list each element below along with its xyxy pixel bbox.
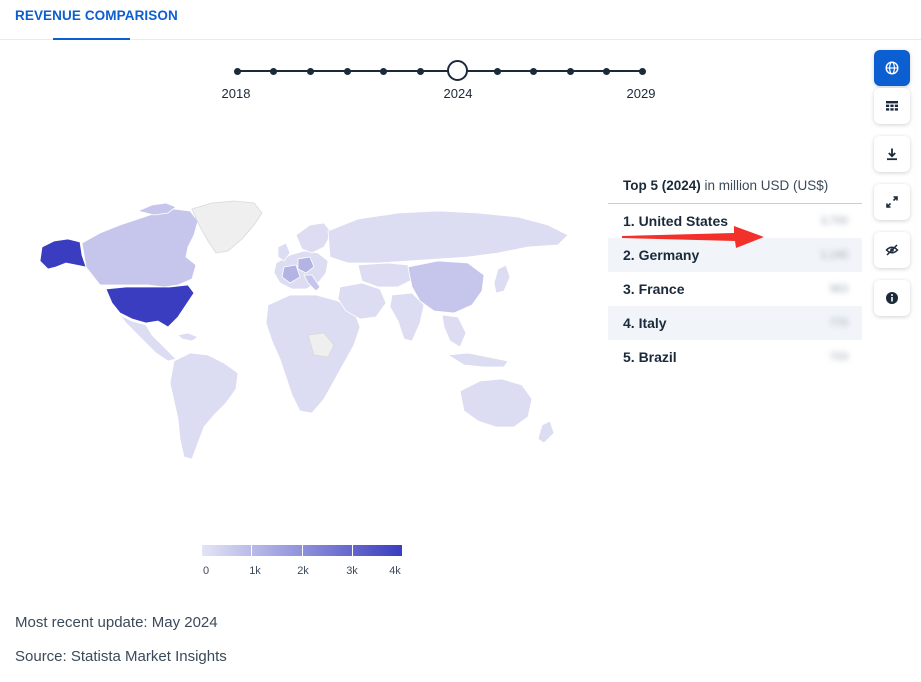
- legend-tick-4k: 4k: [389, 565, 401, 577]
- country-united-kingdom[interactable]: [277, 242, 291, 262]
- top5-table: Top 5 (2024) in million USD (US$) 1. Uni…: [608, 172, 862, 374]
- globe-icon: [885, 61, 899, 75]
- region-africa[interactable]: [265, 294, 361, 414]
- hide-icon: [885, 244, 899, 256]
- world-map-svg: [28, 195, 569, 460]
- top5-title: Top 5 (2024) in million USD (US$): [608, 172, 862, 204]
- info-icon: [886, 292, 898, 304]
- region-scandinavia[interactable]: [295, 222, 333, 254]
- region-central-africa[interactable]: [307, 332, 335, 358]
- legend-ticks: 0 1k 2k 3k 4k: [202, 565, 404, 581]
- top5-row[interactable]: 2. Germany 1,140: [608, 238, 862, 272]
- color-legend: 0 1k 2k 3k 4k: [202, 545, 404, 581]
- top5-row-value: 3,700: [820, 215, 848, 227]
- top5-row-label: 1. United States: [623, 213, 729, 229]
- country-alaska[interactable]: [39, 238, 87, 270]
- timeline-dot-2029[interactable]: [639, 67, 646, 75]
- timeline-dot-2024-selected[interactable]: [447, 60, 468, 81]
- annotation-arrow-icon: [622, 226, 764, 248]
- top5-row[interactable]: 1. United States 3,700: [608, 204, 862, 238]
- country-italy[interactable]: [303, 274, 321, 292]
- table-icon: [886, 101, 898, 111]
- tab-bar: REVENUE COMPARISON: [0, 0, 921, 40]
- timeline-dot-2018[interactable]: [234, 67, 241, 75]
- timeline-dot-2021[interactable]: [344, 67, 351, 75]
- country-china[interactable]: [407, 260, 485, 314]
- country-australia[interactable]: [459, 378, 533, 428]
- fullscreen-button[interactable]: [874, 184, 910, 220]
- country-united-states[interactable]: [105, 284, 195, 328]
- timeline-dot-2028[interactable]: [603, 67, 610, 75]
- legend-tick-2k: 2k: [297, 565, 309, 577]
- legend-gradient: [202, 545, 402, 556]
- top5-row[interactable]: 4. Italy 770: [608, 306, 862, 340]
- top5-row-value: 963: [829, 283, 848, 295]
- top5-row-label: 4. Italy: [623, 315, 667, 331]
- table-view-button[interactable]: [874, 88, 910, 124]
- timeline-dot-2020[interactable]: [307, 67, 314, 75]
- country-caribbean[interactable]: [177, 332, 199, 342]
- top5-row-value: 1,140: [820, 249, 848, 261]
- tab-underline: [53, 38, 130, 40]
- legend-tick-1k: 1k: [249, 565, 261, 577]
- timeline-dot-2027[interactable]: [567, 67, 574, 75]
- timeline-track: [237, 70, 644, 72]
- region-southeast-asia[interactable]: [441, 314, 467, 348]
- expand-icon: [886, 196, 898, 208]
- timeline-dot-2022[interactable]: [380, 67, 387, 75]
- country-new-zealand[interactable]: [537, 420, 555, 444]
- top5-row[interactable]: 3. France 963: [608, 272, 862, 306]
- timeline-label-start: 2018: [221, 86, 251, 101]
- country-south-america[interactable]: [169, 352, 239, 460]
- last-update-text: Most recent update: May 2024: [15, 614, 218, 631]
- top5-row-label: 3. France: [623, 281, 685, 297]
- year-timeline[interactable]: 2018 2024 2029: [220, 55, 660, 105]
- country-japan[interactable]: [493, 264, 511, 294]
- world-map[interactable]: [28, 195, 588, 470]
- download-button[interactable]: [874, 136, 910, 172]
- download-icon: [887, 148, 897, 161]
- top5-row-label: 5. Brazil: [623, 349, 677, 365]
- country-russia[interactable]: [327, 210, 569, 264]
- timeline-dot-2026[interactable]: [530, 67, 537, 75]
- region-middle-east[interactable]: [337, 282, 387, 320]
- top5-row-value: 703: [829, 351, 848, 363]
- country-indonesia[interactable]: [446, 352, 509, 368]
- timeline-label-selected: 2024: [443, 86, 473, 101]
- country-canada-islands[interactable]: [136, 202, 177, 216]
- tab-revenue-comparison[interactable]: REVENUE COMPARISON: [15, 8, 178, 23]
- map-view-button[interactable]: [874, 50, 910, 86]
- country-mexico[interactable]: [119, 314, 177, 362]
- country-germany[interactable]: [297, 256, 315, 274]
- country-canada[interactable]: [81, 208, 199, 288]
- country-india[interactable]: [389, 292, 425, 342]
- legend-tick-0: 0: [202, 565, 210, 577]
- timeline-dot-2025[interactable]: [494, 67, 501, 75]
- country-greenland[interactable]: [191, 200, 263, 254]
- top5-title-bold: Top 5 (2024): [623, 178, 701, 193]
- top5-title-unit: in million USD (US$): [700, 178, 829, 193]
- timeline-dot-2023[interactable]: [417, 67, 424, 75]
- top5-row-value: 770: [829, 317, 848, 329]
- hide-button[interactable]: [874, 232, 910, 268]
- country-france[interactable]: [281, 264, 301, 284]
- region-central-asia[interactable]: [357, 262, 415, 288]
- top5-row-label: 2. Germany: [623, 247, 700, 263]
- legend-tick-3k: 3k: [346, 565, 358, 577]
- top5-row[interactable]: 5. Brazil 703: [608, 340, 862, 374]
- timeline-label-end: 2029: [626, 86, 656, 101]
- info-button[interactable]: [874, 280, 910, 316]
- source-text: Source: Statista Market Insights: [15, 648, 227, 665]
- timeline-dot-2019[interactable]: [270, 67, 277, 75]
